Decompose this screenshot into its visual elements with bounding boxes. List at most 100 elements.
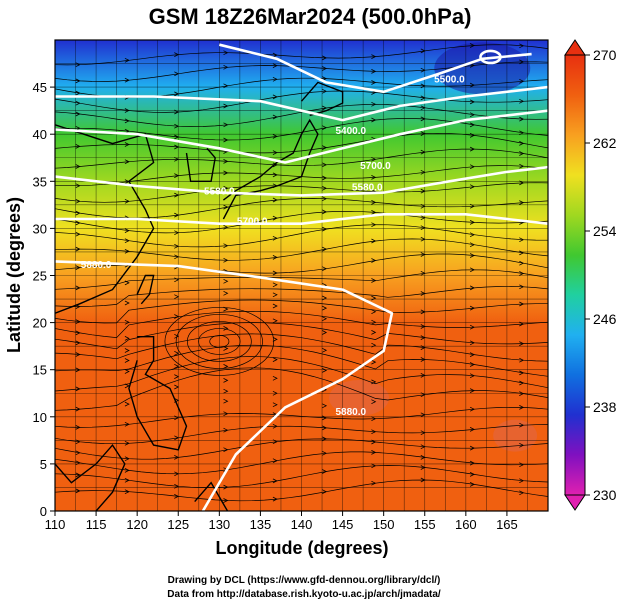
flow-arrow (124, 159, 130, 165)
flow-arrow (272, 292, 278, 298)
flow-arrow (124, 421, 130, 427)
plot-area: 5880.0 5880.0 5700.0 5580.0 5580.0 5400.0 5500… (54, 39, 549, 512)
flow-arrow (519, 271, 525, 276)
flow-arrow (371, 429, 377, 435)
flow-arrow (223, 364, 229, 369)
flow-arrow (124, 369, 130, 374)
credit-data: Data from http://database.rish.kyoto-u.a… (167, 589, 441, 600)
flow-arrow (371, 258, 377, 263)
x-tick-label: 145 (332, 517, 354, 532)
y-tick-label: 0 (40, 504, 47, 519)
flow-arrow (322, 469, 328, 474)
colorbar-body (564, 54, 586, 496)
flow-arrow (519, 116, 525, 122)
flow-arrow (519, 151, 525, 156)
flow-arrow (272, 63, 278, 68)
x-tick-label: 120 (126, 517, 148, 532)
flow-arrow (322, 403, 328, 409)
flow-arrow (322, 162, 328, 168)
flow-arrow (469, 324, 475, 330)
low-center-contour (479, 49, 502, 65)
colorbar-max-extension (564, 39, 586, 56)
flow-arrow (469, 184, 475, 190)
y-tick-label: 30 (33, 221, 47, 236)
flow-arrow (469, 460, 475, 466)
x-tick-label: 110 (45, 517, 66, 532)
flow-arrow (124, 142, 130, 147)
flow-arrow (322, 316, 328, 322)
flow-arrow (469, 340, 475, 346)
flow-arrow (371, 399, 377, 405)
colorbar: 230 238 246 254 262 270 (564, 39, 617, 511)
height-contours (55, 43, 548, 511)
flow-arrow (75, 198, 81, 204)
flow-arrow (124, 456, 130, 462)
flow-arrow (272, 150, 278, 155)
flow-arrow (223, 159, 229, 164)
flow-arrow (519, 200, 525, 205)
colorbar-min-extension (564, 494, 586, 511)
flow-arrow (124, 248, 130, 254)
flow-arrow (469, 146, 475, 152)
x-tick-label: 115 (86, 517, 107, 532)
flow-arrow (371, 342, 377, 348)
flow-arrow (75, 144, 81, 149)
x-tick-label: 135 (250, 517, 272, 532)
flow-arrow (272, 134, 278, 139)
flow-arrow (322, 368, 328, 373)
colorbar-ticks: 230 238 246 254 262 270 (585, 47, 617, 503)
x-tick-label: 150 (373, 517, 395, 532)
flow-arrow (519, 341, 525, 346)
y-tick-label: 5 (40, 457, 47, 472)
flow-arrow (272, 375, 278, 381)
colorbar-tick-label: 262 (593, 135, 617, 151)
y-axis-label: Latitude (degrees) (4, 197, 24, 353)
flow-arrow (223, 204, 229, 210)
flow-arrow (322, 226, 328, 232)
flow-arrow (223, 64, 229, 70)
flow-arrow (124, 228, 130, 233)
flow-arrow (223, 326, 229, 331)
flow-arrow (371, 210, 377, 215)
flow-arrow (75, 231, 81, 237)
grid-lines (55, 40, 548, 511)
flow-arrow (223, 50, 229, 56)
flow-arrow (519, 391, 525, 396)
flow-arrow (75, 246, 81, 252)
flow-arrow (124, 238, 130, 244)
x-tick-label: 130 (208, 517, 230, 532)
flow-arrow (223, 484, 229, 490)
flow-arrow (469, 253, 475, 258)
contour-label: 5880.0 (336, 407, 367, 418)
flow-arrow (223, 103, 229, 109)
flow-arrow (272, 114, 278, 120)
flow-arrow (469, 82, 475, 88)
flow-arrow (272, 402, 278, 408)
y-tick-label: 25 (33, 269, 47, 284)
flow-arrow (519, 98, 525, 104)
flow-arrow (469, 427, 475, 432)
height-contour (55, 165, 548, 197)
y-tick-label: 10 (33, 410, 47, 425)
flow-arrow (519, 422, 525, 428)
flow-arrow (519, 405, 525, 410)
contour-label: 5500.0 (434, 74, 465, 85)
flow-arrow (223, 411, 229, 417)
flow-arrow (75, 164, 81, 169)
flow-arrow (371, 359, 377, 365)
flow-arrow (223, 346, 229, 351)
height-contour (55, 260, 394, 511)
flow-arrow (124, 440, 130, 446)
flow-arrow (223, 243, 229, 249)
chart-title: GSM 18Z26Mar2024 (500.0hPa) (149, 4, 472, 29)
flow-arrow (469, 242, 475, 248)
flow-arrow (371, 416, 377, 422)
flow-arrow (223, 137, 229, 143)
flow-arrow (469, 43, 475, 48)
flow-arrow (272, 423, 278, 429)
flow-arrow (519, 78, 525, 84)
flow-arrow (272, 94, 278, 100)
colorbar-tick-label: 238 (593, 399, 617, 415)
height-contour (55, 109, 548, 164)
flow-arrow (371, 175, 377, 180)
